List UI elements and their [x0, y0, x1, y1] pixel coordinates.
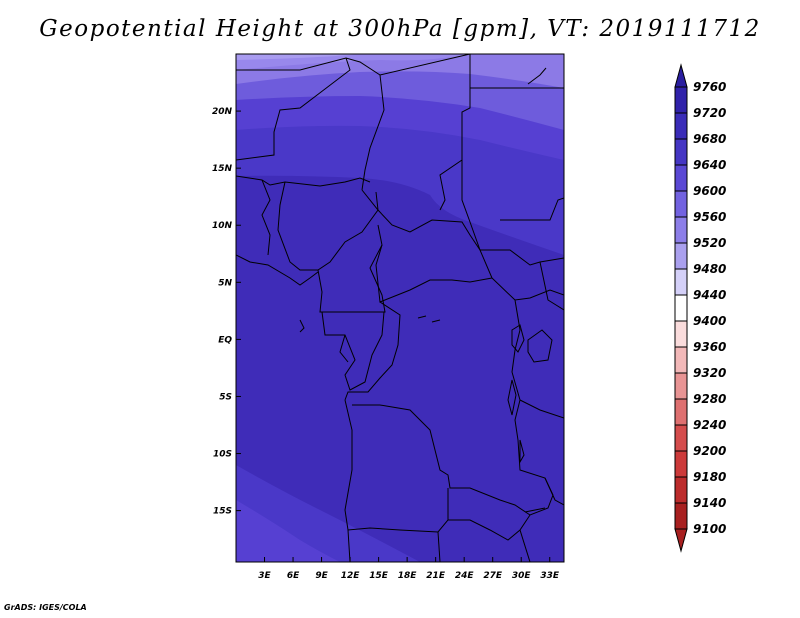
y-tick-label: 5N	[218, 278, 232, 288]
x-tick-label: 12E	[341, 571, 361, 581]
geopotential-fill	[236, 54, 564, 562]
y-tick-label: 20N	[212, 107, 233, 117]
y-tick-label: 5S	[219, 392, 232, 402]
fill-lightest-region	[236, 54, 360, 60]
x-tick-label: 3E	[258, 571, 271, 581]
y-tick-label: 15N	[212, 164, 233, 174]
x-tick-label: 6E	[287, 571, 300, 581]
y-tick-label: EQ	[218, 335, 232, 345]
y-tick-label: 10S	[213, 450, 232, 460]
country-borders	[236, 54, 564, 562]
y-tick-label: 10N	[212, 221, 233, 231]
x-tick-label: 33E	[540, 571, 560, 581]
x-axis: 3E 6E 9E 12E 15E 18E 21E 24E 27E 30E 33E	[258, 557, 560, 581]
x-tick-label: 18E	[398, 571, 418, 581]
x-tick-label: 27E	[483, 571, 503, 581]
y-tick-label: 15S	[213, 507, 232, 517]
map-frame	[235, 53, 565, 563]
x-tick-label: 9E	[315, 571, 328, 581]
fill-south-9640-region	[236, 500, 340, 562]
credit-text: GrADS: IGES/COLA	[4, 603, 87, 612]
x-tick-label: 15E	[369, 571, 389, 581]
x-tick-label: 30E	[512, 571, 532, 581]
chart-title: Geopotential Height at 300hPa [gpm], VT:…	[39, 16, 761, 42]
y-axis: 20N 15N 10N 5N EQ 5S 10S 15S	[212, 107, 241, 517]
x-tick-label: 21E	[426, 571, 446, 581]
x-tick-label: 24E	[455, 571, 475, 581]
